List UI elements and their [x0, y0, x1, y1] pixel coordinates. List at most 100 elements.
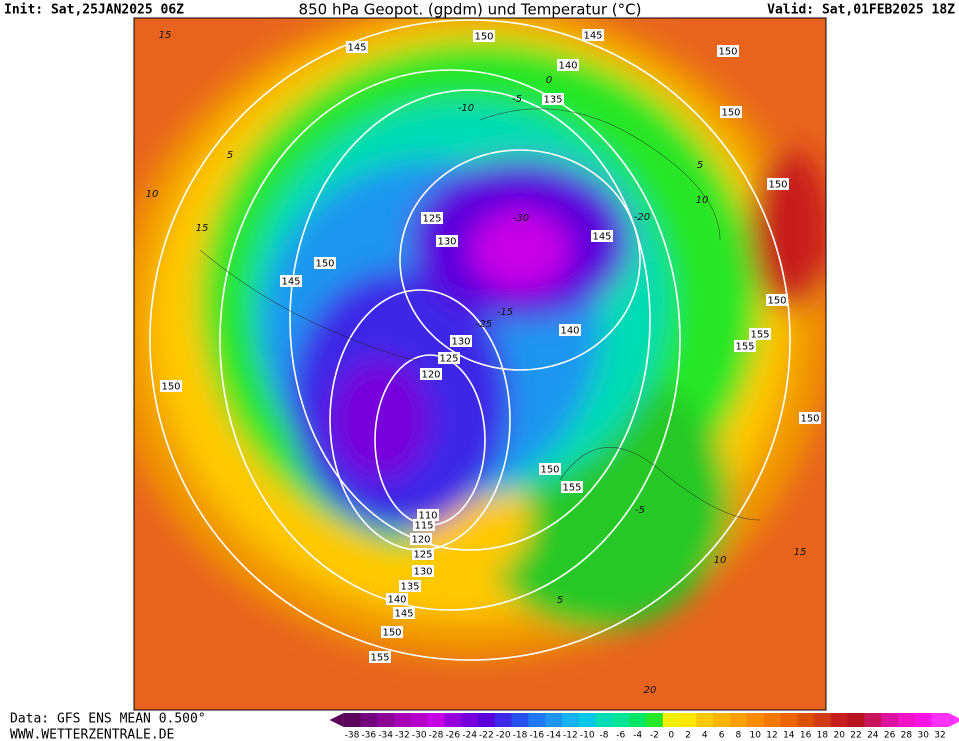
geopotential-label: 140	[560, 326, 579, 337]
colorbar-label: -18	[513, 731, 528, 741]
colorbar-label: -28	[429, 731, 444, 741]
colorbar-cell	[427, 713, 445, 727]
geopotential-label-box	[412, 565, 434, 577]
colorbar-label: -30	[412, 731, 427, 741]
geopotential-label: 130	[451, 337, 470, 348]
temperature-label: -15	[497, 307, 513, 318]
website: WWW.WETTERZENTRALE.DE	[10, 728, 174, 741]
colorbar-label: 10	[749, 731, 761, 741]
geopotential-label: 150	[161, 382, 180, 393]
colorbar-cell	[562, 713, 580, 727]
colorbar-cell	[545, 713, 563, 727]
colorbar-label: -10	[580, 731, 595, 741]
temperature-label: 20	[644, 685, 657, 696]
colorbar-label: -14	[546, 731, 561, 741]
colorbar-cell	[763, 713, 781, 727]
geopotential-label-box	[767, 178, 789, 190]
geopotential-label-box	[436, 235, 458, 247]
geopotential-label-box	[420, 368, 442, 380]
geopotential-label: 155	[562, 483, 581, 494]
temperature-label: -30	[513, 213, 529, 224]
temperature-label: -5	[635, 505, 645, 516]
geopotential-label-box	[280, 275, 302, 287]
colorbar-arrow-right	[948, 713, 959, 727]
colorbar-cell	[494, 713, 513, 727]
geopotential-label-box	[473, 30, 495, 42]
colorbar-cell	[410, 713, 429, 727]
colorbar-cell	[629, 713, 647, 727]
temperature-label: 15	[794, 547, 807, 558]
init-time: Init: Sat,25JAN2025 06Z	[4, 3, 184, 18]
geopotential-label: 150	[767, 296, 786, 307]
geopotential-label: 115	[414, 521, 433, 532]
geopotential-label-box	[438, 352, 460, 364]
geopotential-label: 145	[394, 609, 413, 620]
geopotential-label-box	[766, 294, 788, 306]
geopotential-label-box	[450, 335, 472, 347]
colorbar-label: -12	[563, 731, 578, 741]
geopotential-label-box	[582, 29, 604, 41]
temperature-label: 5	[227, 150, 233, 161]
temperature-label: 10	[714, 555, 727, 566]
colorbar-cell	[343, 713, 361, 727]
colorbar-cell	[931, 713, 949, 727]
geopotential-label: 150	[721, 108, 740, 119]
colorbar-label: 2	[685, 731, 691, 741]
geopotential-label: 145	[583, 31, 602, 42]
colorbar-cell	[662, 713, 681, 727]
geopotential-label: 125	[413, 550, 432, 561]
geopotential-label-box	[410, 533, 432, 545]
colorbar-cell	[847, 713, 865, 727]
geopotential-label: 125	[422, 214, 441, 225]
map-frame	[133, 17, 827, 711]
colorbar-cell	[394, 713, 412, 727]
colorbar-label: -4	[633, 731, 642, 741]
colorbar-cell	[646, 713, 664, 727]
temperature-label: 5	[697, 160, 703, 171]
colorbar-label: 32	[934, 731, 945, 741]
geopotential-label-box	[561, 481, 583, 493]
colorbar-cell	[864, 713, 882, 727]
colorbar-label: -34	[378, 731, 393, 741]
geopotential-label-box	[160, 380, 182, 392]
geopotential-label-box	[557, 59, 579, 71]
geopotential-label: 140	[558, 61, 577, 72]
colorbar-label: -8	[600, 731, 609, 741]
geopotential-label-box	[421, 212, 443, 224]
colorbar-arrow-left	[329, 713, 344, 727]
temperature-label: -20	[634, 212, 650, 223]
geopotential-label: 150	[382, 628, 401, 639]
temperature-label: 15	[196, 223, 209, 234]
colorbar-label: 28	[901, 731, 913, 741]
colorbar-cell	[746, 713, 765, 727]
geopotential-label: 130	[413, 567, 432, 578]
geopotential-label-box	[717, 45, 739, 57]
colorbar-label: -24	[462, 731, 477, 741]
data-source: Data: GFS ENS MEAN 0.500°	[10, 712, 206, 727]
temperature-label: -10	[458, 103, 474, 114]
colorbar-cell	[612, 713, 630, 727]
geopotential-label: 110	[418, 511, 437, 522]
colorbar-cell	[730, 713, 748, 727]
colorbar-label: 18	[817, 731, 829, 741]
geopotential-label: 150	[768, 180, 787, 191]
geopotential-label: 135	[543, 95, 562, 106]
colorbar-label: 22	[850, 731, 861, 741]
geopotential-label: 120	[411, 535, 430, 546]
geopotential-label: 150	[718, 47, 737, 58]
map-title: 850 hPa Geopot. (gpdm) und Temperatur (°…	[299, 1, 642, 19]
geopotential-label: 130	[437, 237, 456, 248]
colorbar-label: -16	[529, 731, 544, 741]
geopotential-label-box	[412, 548, 434, 560]
colorbar-label: 30	[917, 731, 929, 741]
geopotential-label-box	[417, 509, 439, 521]
geopotential-label: 150	[474, 32, 493, 43]
colorbar-cell	[461, 713, 479, 727]
geopotential-label: 125	[439, 354, 458, 365]
geopotential-label-box	[799, 412, 821, 424]
geopotential-label: 145	[281, 277, 300, 288]
colorbar-cell	[528, 713, 546, 727]
temperature-label: 0	[546, 75, 552, 86]
colorbar-label: 6	[719, 731, 725, 741]
